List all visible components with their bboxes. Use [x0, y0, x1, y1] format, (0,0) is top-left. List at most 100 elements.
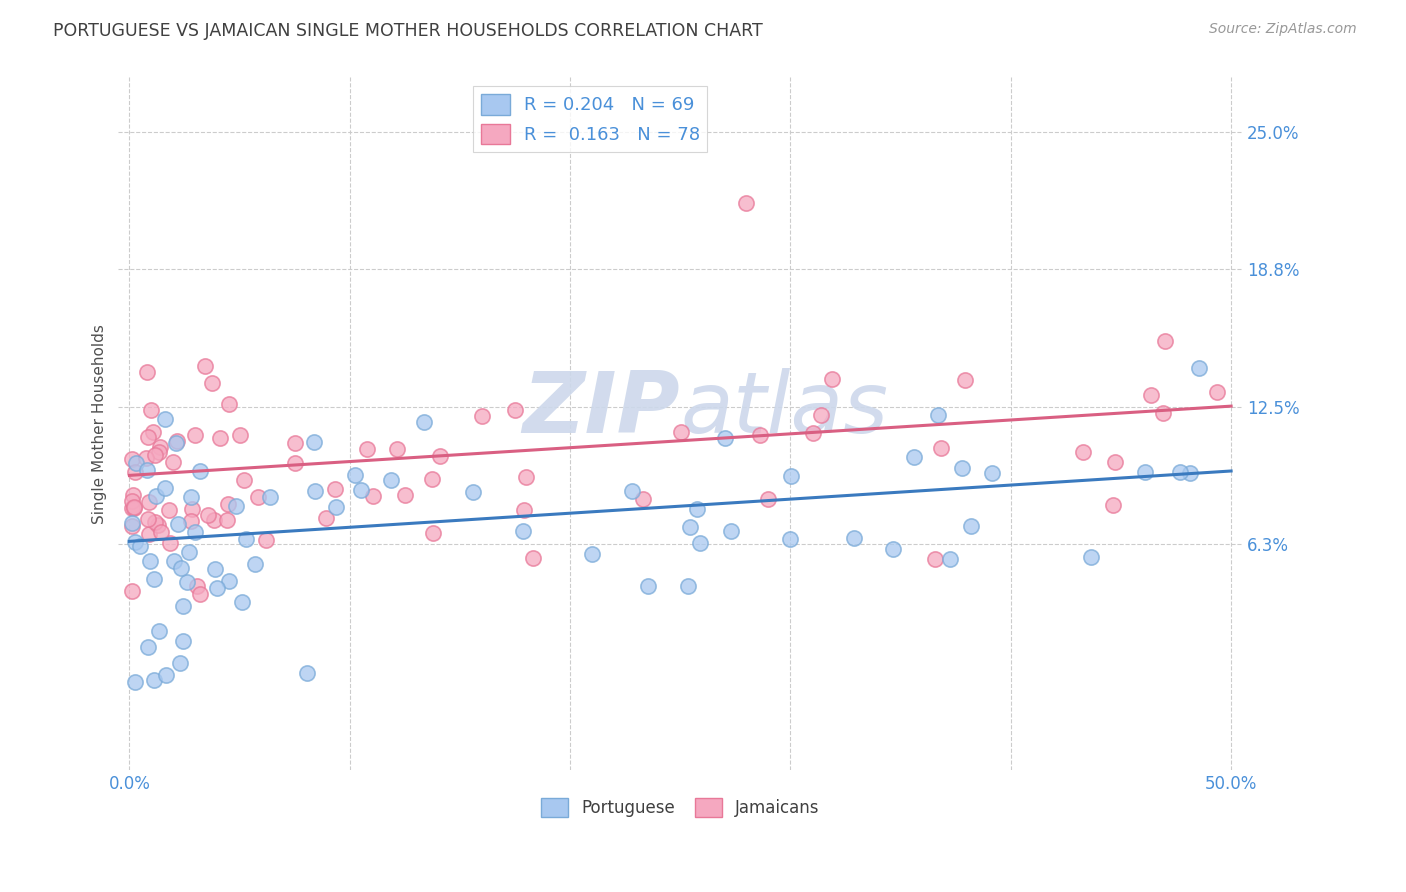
Point — [420, 472, 443, 486]
Point — [315, 511, 337, 525]
Point — [669, 425, 692, 440]
Point — [155, 412, 177, 426]
Point — [138, 495, 160, 509]
Text: atlas: atlas — [681, 368, 889, 451]
Point — [153, 482, 176, 496]
Point — [202, 513, 225, 527]
Point — [713, 431, 735, 445]
Point — [515, 470, 537, 484]
Point — [343, 467, 366, 482]
Point — [121, 494, 143, 508]
Point — [148, 445, 170, 459]
Point — [146, 517, 169, 532]
Text: ZIP: ZIP — [523, 368, 681, 451]
Point — [136, 463, 159, 477]
Point — [461, 485, 484, 500]
Point — [927, 409, 949, 423]
Point — [143, 515, 166, 529]
Point — [685, 501, 707, 516]
Point — [882, 541, 904, 556]
Point — [149, 525, 172, 540]
Point — [205, 581, 228, 595]
Point — [304, 484, 326, 499]
Point — [350, 483, 373, 498]
Point — [188, 465, 211, 479]
Point — [385, 442, 408, 457]
Point — [471, 409, 494, 424]
Point — [821, 372, 844, 386]
Point — [581, 547, 603, 561]
Point — [903, 450, 925, 465]
Point — [139, 402, 162, 417]
Point — [1188, 361, 1211, 376]
Text: Source: ZipAtlas.com: Source: ZipAtlas.com — [1209, 22, 1357, 37]
Point — [960, 518, 983, 533]
Point — [810, 408, 832, 422]
Point — [148, 624, 170, 638]
Point — [689, 535, 711, 549]
Point — [953, 373, 976, 387]
Point — [229, 428, 252, 442]
Point — [929, 441, 952, 455]
Point — [1152, 406, 1174, 420]
Point — [145, 448, 167, 462]
Point — [165, 435, 187, 450]
Point — [194, 359, 217, 374]
Point — [124, 534, 146, 549]
Point — [380, 473, 402, 487]
Point — [323, 483, 346, 497]
Point — [1104, 455, 1126, 469]
Point — [284, 435, 307, 450]
Point — [157, 502, 180, 516]
Point — [162, 455, 184, 469]
Point — [939, 551, 962, 566]
Point — [748, 428, 770, 442]
Point — [122, 500, 145, 515]
Point — [780, 469, 803, 483]
Point — [217, 513, 239, 527]
Point — [720, 524, 742, 538]
Point — [135, 450, 157, 465]
Point — [143, 572, 166, 586]
Point — [136, 430, 159, 444]
Point — [121, 584, 143, 599]
Point — [1154, 334, 1177, 349]
Point — [129, 539, 152, 553]
Point — [197, 508, 219, 523]
Point — [233, 473, 256, 487]
Point — [779, 532, 801, 546]
Point — [138, 554, 160, 568]
Point — [513, 503, 536, 517]
Point — [295, 665, 318, 680]
Point — [637, 579, 659, 593]
Point — [621, 483, 644, 498]
Point — [121, 516, 143, 531]
Point — [209, 431, 232, 445]
Point — [184, 524, 207, 539]
Point — [1206, 384, 1229, 399]
Point — [1168, 465, 1191, 479]
Point — [512, 524, 534, 538]
Point — [735, 195, 758, 210]
Point — [149, 440, 172, 454]
Point — [124, 456, 146, 470]
Point — [1139, 388, 1161, 402]
Point — [924, 552, 946, 566]
Point — [676, 579, 699, 593]
Point — [1102, 498, 1125, 512]
Point — [633, 491, 655, 506]
Point — [505, 403, 527, 417]
Point — [217, 497, 239, 511]
Point — [842, 531, 865, 545]
Point — [679, 520, 702, 534]
Point — [1071, 445, 1094, 459]
Point — [121, 452, 143, 467]
Y-axis label: Single Mother Households: Single Mother Households — [93, 324, 107, 524]
Legend: Portuguese, Jamaicans: Portuguese, Jamaicans — [534, 791, 827, 824]
Point — [169, 656, 191, 670]
Point — [166, 434, 188, 449]
Point — [429, 449, 451, 463]
Point — [177, 545, 200, 559]
Point — [756, 491, 779, 506]
Point — [218, 574, 240, 589]
